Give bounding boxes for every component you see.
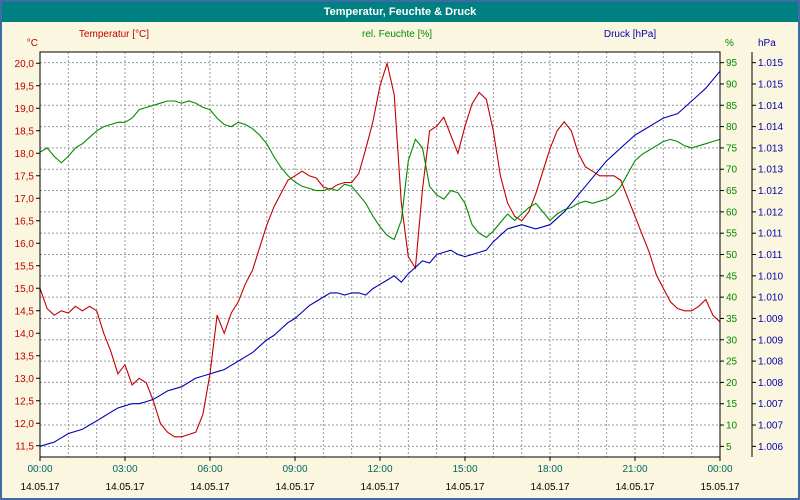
temperature-axis-header: Temperatur [°C]	[78, 29, 150, 40]
pressure-tick-label: 1.012	[758, 207, 783, 218]
temperature-line	[39, 61, 721, 438]
temperature-tick-label: 12,5	[15, 396, 35, 407]
pressure-tick-label: 1.013	[758, 143, 783, 154]
temperature-tick-label: 14,0	[15, 329, 35, 340]
date-label: 14.05.17	[446, 482, 485, 493]
humidity-unit-label: %	[725, 38, 734, 49]
pressure-tick-label: 1.008	[758, 378, 783, 389]
temperature-tick-label: 12,0	[15, 419, 35, 430]
pressure-line	[39, 70, 721, 447]
date-label: 14.05.17	[276, 482, 315, 493]
pressure-axis-header: Druck [hPa]	[603, 29, 657, 40]
humidity-tick-label: 90	[726, 79, 738, 90]
temperature-tick-label: 17,5	[15, 171, 35, 182]
humidity-tick-label: 80	[726, 122, 738, 133]
pressure-tick-label: 1.010	[758, 271, 783, 282]
humidity-tick-label: 95	[726, 58, 738, 69]
pressure-tick-label: 1.007	[758, 421, 783, 432]
pressure-unit-label: hPa	[758, 38, 776, 49]
pressure-tick-label: 1.006	[758, 442, 783, 453]
pressure-tick-label: 1.010	[758, 293, 783, 304]
temperature-tick-label: 19,5	[15, 81, 35, 92]
pressure-tick-label: 1.015	[758, 79, 783, 90]
humidity-tick-label: 85	[726, 101, 738, 112]
pressure-tick-label: 1.007	[758, 399, 783, 410]
humidity-tick-label: 10	[726, 421, 738, 432]
humidity-line	[39, 100, 721, 241]
humidity-tick-label: 40	[726, 293, 738, 304]
date-label: 14.05.17	[361, 482, 400, 493]
temperature-tick-label: 15,0	[15, 284, 35, 295]
temperature-tick-label: 13,5	[15, 351, 35, 362]
humidity-tick-label: 30	[726, 335, 738, 346]
humidity-tick-label: 55	[726, 229, 738, 240]
pressure-tick-label: 1.011	[758, 250, 783, 261]
temperature-tick-label: 17,0	[15, 194, 35, 205]
temperature-tick-label: 11,5	[15, 441, 34, 452]
humidity-tick-label: 65	[726, 186, 738, 197]
pressure-tick-label: 1.008	[758, 357, 783, 368]
pressure-tick-label: 1.011	[758, 229, 783, 240]
pressure-tick-label: 1.009	[758, 314, 783, 325]
humidity-tick-label: 60	[726, 207, 738, 218]
humidity-tick-label: 50	[726, 250, 738, 261]
time-tick-label: 00:00	[707, 464, 732, 475]
time-tick-label: 06:00	[197, 464, 222, 475]
humidity-axis-header: rel. Feuchte [%]	[361, 29, 433, 40]
time-tick-label: 00:00	[27, 464, 52, 475]
pressure-tick-label: 1.009	[758, 335, 783, 346]
time-tick-label: 12:00	[367, 464, 392, 475]
time-tick-label: 21:00	[622, 464, 647, 475]
title-bar: Temperatur, Feuchte & Druck	[2, 2, 798, 22]
temperature-tick-label: 18,5	[15, 126, 35, 137]
humidity-tick-label: 70	[726, 165, 738, 176]
temperature-unit-label: °C	[26, 38, 38, 49]
temperature-tick-label: 16,0	[15, 239, 35, 250]
humidity-tick-label: 5	[726, 442, 732, 453]
humidity-tick-label: 35	[726, 314, 738, 325]
pressure-tick-label: 1.013	[758, 165, 783, 176]
temperature-tick-label: 14,5	[15, 306, 35, 317]
window-title: Temperatur, Feuchte & Druck	[323, 6, 477, 18]
humidity-tick-label: 20	[726, 378, 738, 389]
pressure-tick-label: 1.012	[758, 186, 783, 197]
temperature-tick-label: 18,0	[15, 149, 35, 160]
humidity-tick-label: 25	[726, 357, 738, 368]
date-label: 14.05.17	[531, 482, 570, 493]
pressure-tick-label: 1.014	[758, 122, 783, 133]
temperature-tick-label: 16,5	[15, 216, 35, 227]
temperature-tick-label: 19,0	[15, 104, 35, 115]
time-tick-label: 09:00	[282, 464, 307, 475]
humidity-tick-label: 15	[726, 399, 738, 410]
pressure-tick-label: 1.014	[758, 101, 783, 112]
temperature-tick-label: 20,0	[15, 59, 35, 70]
time-tick-label: 15:00	[452, 464, 477, 475]
date-label: 15.05.17	[701, 482, 740, 493]
time-tick-label: 18:00	[537, 464, 562, 475]
temperature-tick-label: 13,0	[15, 374, 35, 385]
date-label: 14.05.17	[106, 482, 145, 493]
date-label: 14.05.17	[21, 482, 60, 493]
date-label: 14.05.17	[616, 482, 655, 493]
temperature-tick-label: 15,5	[15, 261, 35, 272]
pressure-tick-label: 1.015	[758, 58, 783, 69]
humidity-tick-label: 45	[726, 271, 738, 282]
time-tick-label: 03:00	[112, 464, 137, 475]
date-label: 14.05.17	[191, 482, 230, 493]
humidity-tick-label: 75	[726, 143, 738, 154]
